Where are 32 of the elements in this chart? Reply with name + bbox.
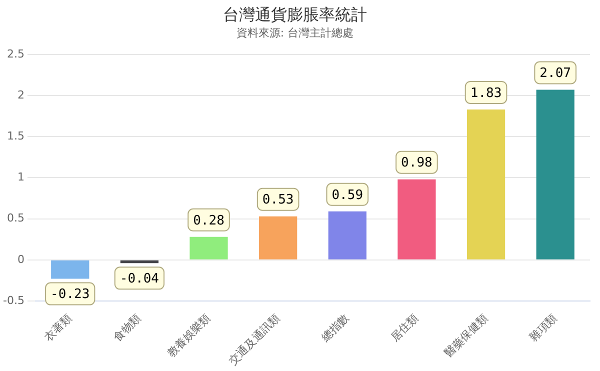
data-label: 0.98	[401, 156, 432, 171]
bar	[536, 90, 574, 260]
bar	[190, 236, 228, 260]
chart-subtitle: 資料來源: 台灣主計總處	[236, 26, 354, 40]
y-tick-label: 0.5	[6, 212, 24, 225]
x-tick-label: 總指數	[318, 312, 352, 345]
x-tick-label: 衣著類	[42, 312, 74, 344]
chart-title: 台灣通貨膨脹率統計	[223, 4, 367, 24]
data-label: 0.59	[332, 188, 364, 203]
data-label: -0.23	[50, 287, 90, 302]
y-tick-label: 0	[17, 252, 24, 266]
bar	[51, 260, 90, 279]
x-tick-label: 居住類	[388, 312, 421, 344]
x-tick-label: 食物類	[111, 312, 144, 344]
y-tick-label: 1	[17, 170, 24, 184]
data-label: 1.83	[470, 86, 502, 101]
data-label: 2.07	[540, 66, 571, 82]
x-tick-label: 雜項類	[526, 312, 560, 344]
y-tick-label: 2.5	[6, 47, 24, 60]
bar	[328, 211, 366, 260]
bar	[398, 179, 436, 260]
y-tick-label: 2	[17, 88, 24, 102]
bar	[466, 109, 506, 260]
data-label: -0.04	[120, 272, 160, 287]
data-label: 0.28	[193, 213, 224, 228]
data-label: 0.53	[262, 192, 294, 208]
y-tick-label: 1.5	[6, 129, 24, 142]
x-tick-label: 醫藥保健類	[442, 312, 490, 360]
y-tick-label: -0.5	[2, 294, 24, 307]
x-tick-label: 教養娛樂類	[164, 312, 213, 360]
bar	[259, 216, 298, 260]
x-tick-label: 交通及通訊類	[226, 312, 282, 368]
